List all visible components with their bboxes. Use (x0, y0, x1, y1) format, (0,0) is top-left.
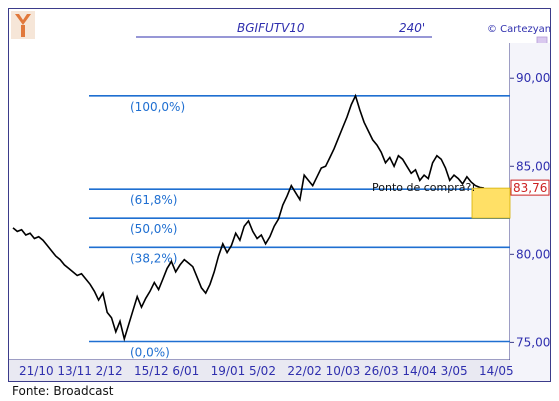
x-tick-label: 19/01 (211, 364, 246, 378)
chart-svg: BGIFUTV10 240' © Cartezyan 75,00 80,00 85,… (9, 11, 551, 381)
fib-level-label: (38,2%) (130, 251, 177, 265)
last-price-box (510, 179, 550, 196)
x-tick-label: 21/10 (19, 364, 54, 378)
watermark-label: © Cartezyan (487, 24, 550, 35)
x-tick-label: 13/11 (57, 364, 92, 378)
fib-level-label: (0,0%) (130, 346, 170, 360)
y-tick-label: 85,00 (516, 159, 550, 173)
y-tick-label: 90,00 (516, 71, 550, 85)
y-axis-band (510, 43, 550, 381)
timeframe-label: 240' (399, 21, 425, 35)
logo-icon (11, 11, 35, 39)
y-tick-label: 80,00 (516, 247, 550, 261)
x-tick-label: 2/12 (96, 364, 123, 378)
fib-level-label: (50,0%) (130, 222, 177, 236)
buy-zone-box (471, 187, 511, 219)
x-tick-label: 3/05 (441, 364, 468, 378)
last-price-label: 83,76 (513, 181, 547, 195)
fib-level-label: (61,8%) (130, 193, 177, 207)
x-tick-label: 5/02 (249, 364, 276, 378)
source-label: Fonte: Broadcast (12, 384, 114, 398)
y-tick-label: 75,00 (516, 335, 550, 349)
fib-level-label: (100,0%) (130, 100, 185, 114)
x-tick-label: 26/03 (364, 364, 399, 378)
x-tick-label: 22/02 (287, 364, 322, 378)
price-series-line (12, 93, 485, 342)
x-axis-band (9, 360, 510, 381)
x-tick-label: 14/05 (479, 364, 514, 378)
x-tick-label: 6/01 (172, 364, 199, 378)
x-tick-label: 15/12 (134, 364, 169, 378)
x-tick-label: 10/03 (326, 364, 361, 378)
x-tick-label: 14/04 (402, 364, 437, 378)
buy-zone-annotation: Ponto de compra?! (372, 181, 476, 194)
chart-title: BGIFUTV10 (237, 21, 305, 35)
chart-frame: BGIFUTV10 240' © Cartezyan 75,00 80,00 85,… (8, 8, 551, 382)
